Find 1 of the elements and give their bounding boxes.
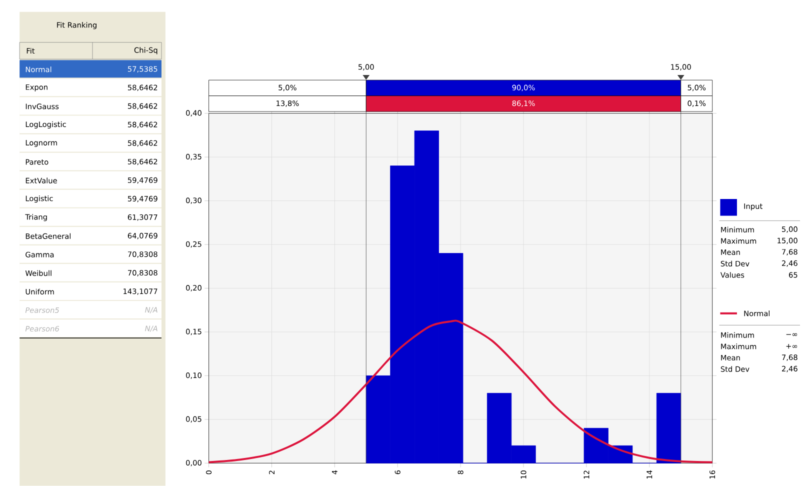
- line-series: [208, 320, 714, 464]
